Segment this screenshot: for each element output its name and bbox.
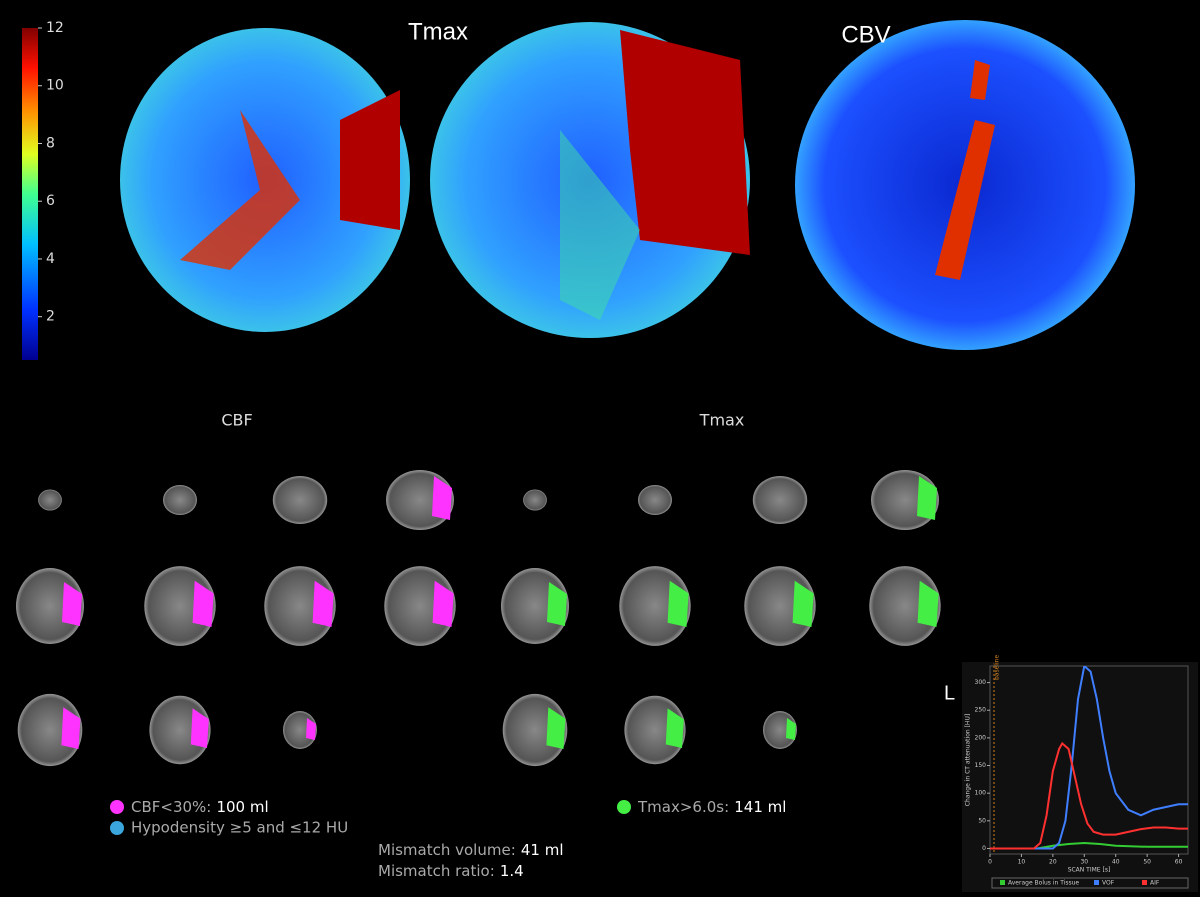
lesion xyxy=(306,718,316,740)
slice xyxy=(752,476,808,524)
legend-swatch xyxy=(1142,880,1147,885)
y-tick-label: 250 xyxy=(975,707,987,714)
legend-item: CBF<30%: 100 ml xyxy=(131,797,269,816)
colorbar-label: 12 xyxy=(46,20,64,36)
mismatch-ratio: Mismatch ratio: 1.4 xyxy=(378,861,524,880)
legend-dot xyxy=(617,800,631,814)
panel-title: CBF xyxy=(221,411,252,430)
series-line xyxy=(990,666,1188,850)
lesion xyxy=(792,580,814,627)
x-tick-label: 10 xyxy=(1018,859,1026,866)
legend-swatch xyxy=(1094,880,1099,885)
colorbar-label: 6 xyxy=(46,193,55,209)
legend-item: Hypodensity ≥5 and ≤12 HU xyxy=(131,819,348,837)
y-axis-label: Change in CT attenuation [HU] xyxy=(965,714,972,806)
x-tick-label: 50 xyxy=(1143,859,1151,866)
plot-area xyxy=(989,665,1189,855)
slice xyxy=(38,489,62,511)
lesion xyxy=(432,580,454,627)
lesion xyxy=(61,707,81,749)
colorbar-label: 4 xyxy=(46,251,55,267)
legend-label: VOF xyxy=(1102,880,1115,887)
slice xyxy=(163,485,197,515)
lesion xyxy=(192,580,214,627)
legend-label: AIF xyxy=(1150,880,1160,887)
y-tick-label: 50 xyxy=(978,817,986,824)
map-title: CBV xyxy=(841,21,890,48)
slice xyxy=(638,485,672,515)
y-tick-label: 300 xyxy=(975,679,987,686)
side-label: L xyxy=(944,682,955,704)
legend-item: Tmax>6.0s: 141 ml xyxy=(637,797,786,816)
legend-dot xyxy=(110,821,124,835)
colorbar-ticks: 2 4 6 8 10 12 xyxy=(38,20,64,325)
slice xyxy=(523,489,547,511)
y-tick-label: 100 xyxy=(975,790,987,797)
x-tick-label: 30 xyxy=(1080,859,1088,866)
y-tick-label: 200 xyxy=(975,734,987,741)
x-tick-label: 40 xyxy=(1112,859,1120,866)
legend-box xyxy=(991,877,1189,889)
x-axis-label: SCAN TIME [s] xyxy=(1068,867,1111,874)
panel-title: Tmax xyxy=(699,411,745,430)
legend-label: Average Bolus in Tissue xyxy=(1008,880,1079,887)
lesion xyxy=(917,580,939,627)
lesion xyxy=(665,708,684,748)
map-title: Tmax xyxy=(408,18,468,45)
lesion xyxy=(546,707,566,749)
lesion xyxy=(312,580,334,627)
lesion xyxy=(547,582,567,626)
annotation: baseline xyxy=(994,655,1001,680)
x-tick-label: 20 xyxy=(1049,859,1057,866)
y-tick-label: 0 xyxy=(982,845,986,852)
colorbar xyxy=(22,28,38,360)
lesion xyxy=(786,718,796,740)
series-line xyxy=(990,741,1188,850)
chart-panel xyxy=(962,662,1198,892)
perfusion-maps xyxy=(120,20,1135,350)
chart: baseline 0 50 100 150 200 250 300 0 10 20 30 40 50 60 S… xyxy=(965,655,1189,889)
colorbar-label: 10 xyxy=(46,78,64,94)
lesion xyxy=(432,476,452,520)
x-tick-label: 0 xyxy=(988,859,992,866)
lesion xyxy=(62,582,82,626)
x-tick-label: 60 xyxy=(1175,859,1183,866)
lesion xyxy=(917,476,937,520)
lesion xyxy=(190,708,209,748)
lesion xyxy=(667,580,689,627)
legend-dot xyxy=(110,800,124,814)
colorbar-label: 8 xyxy=(46,135,55,151)
slice xyxy=(272,476,328,524)
slices xyxy=(16,470,941,767)
mismatch-volume: Mismatch volume: 41 ml xyxy=(378,840,564,859)
colorbar-label: 2 xyxy=(46,309,55,325)
y-tick-label: 150 xyxy=(975,762,987,769)
legend-swatch xyxy=(1000,880,1005,885)
